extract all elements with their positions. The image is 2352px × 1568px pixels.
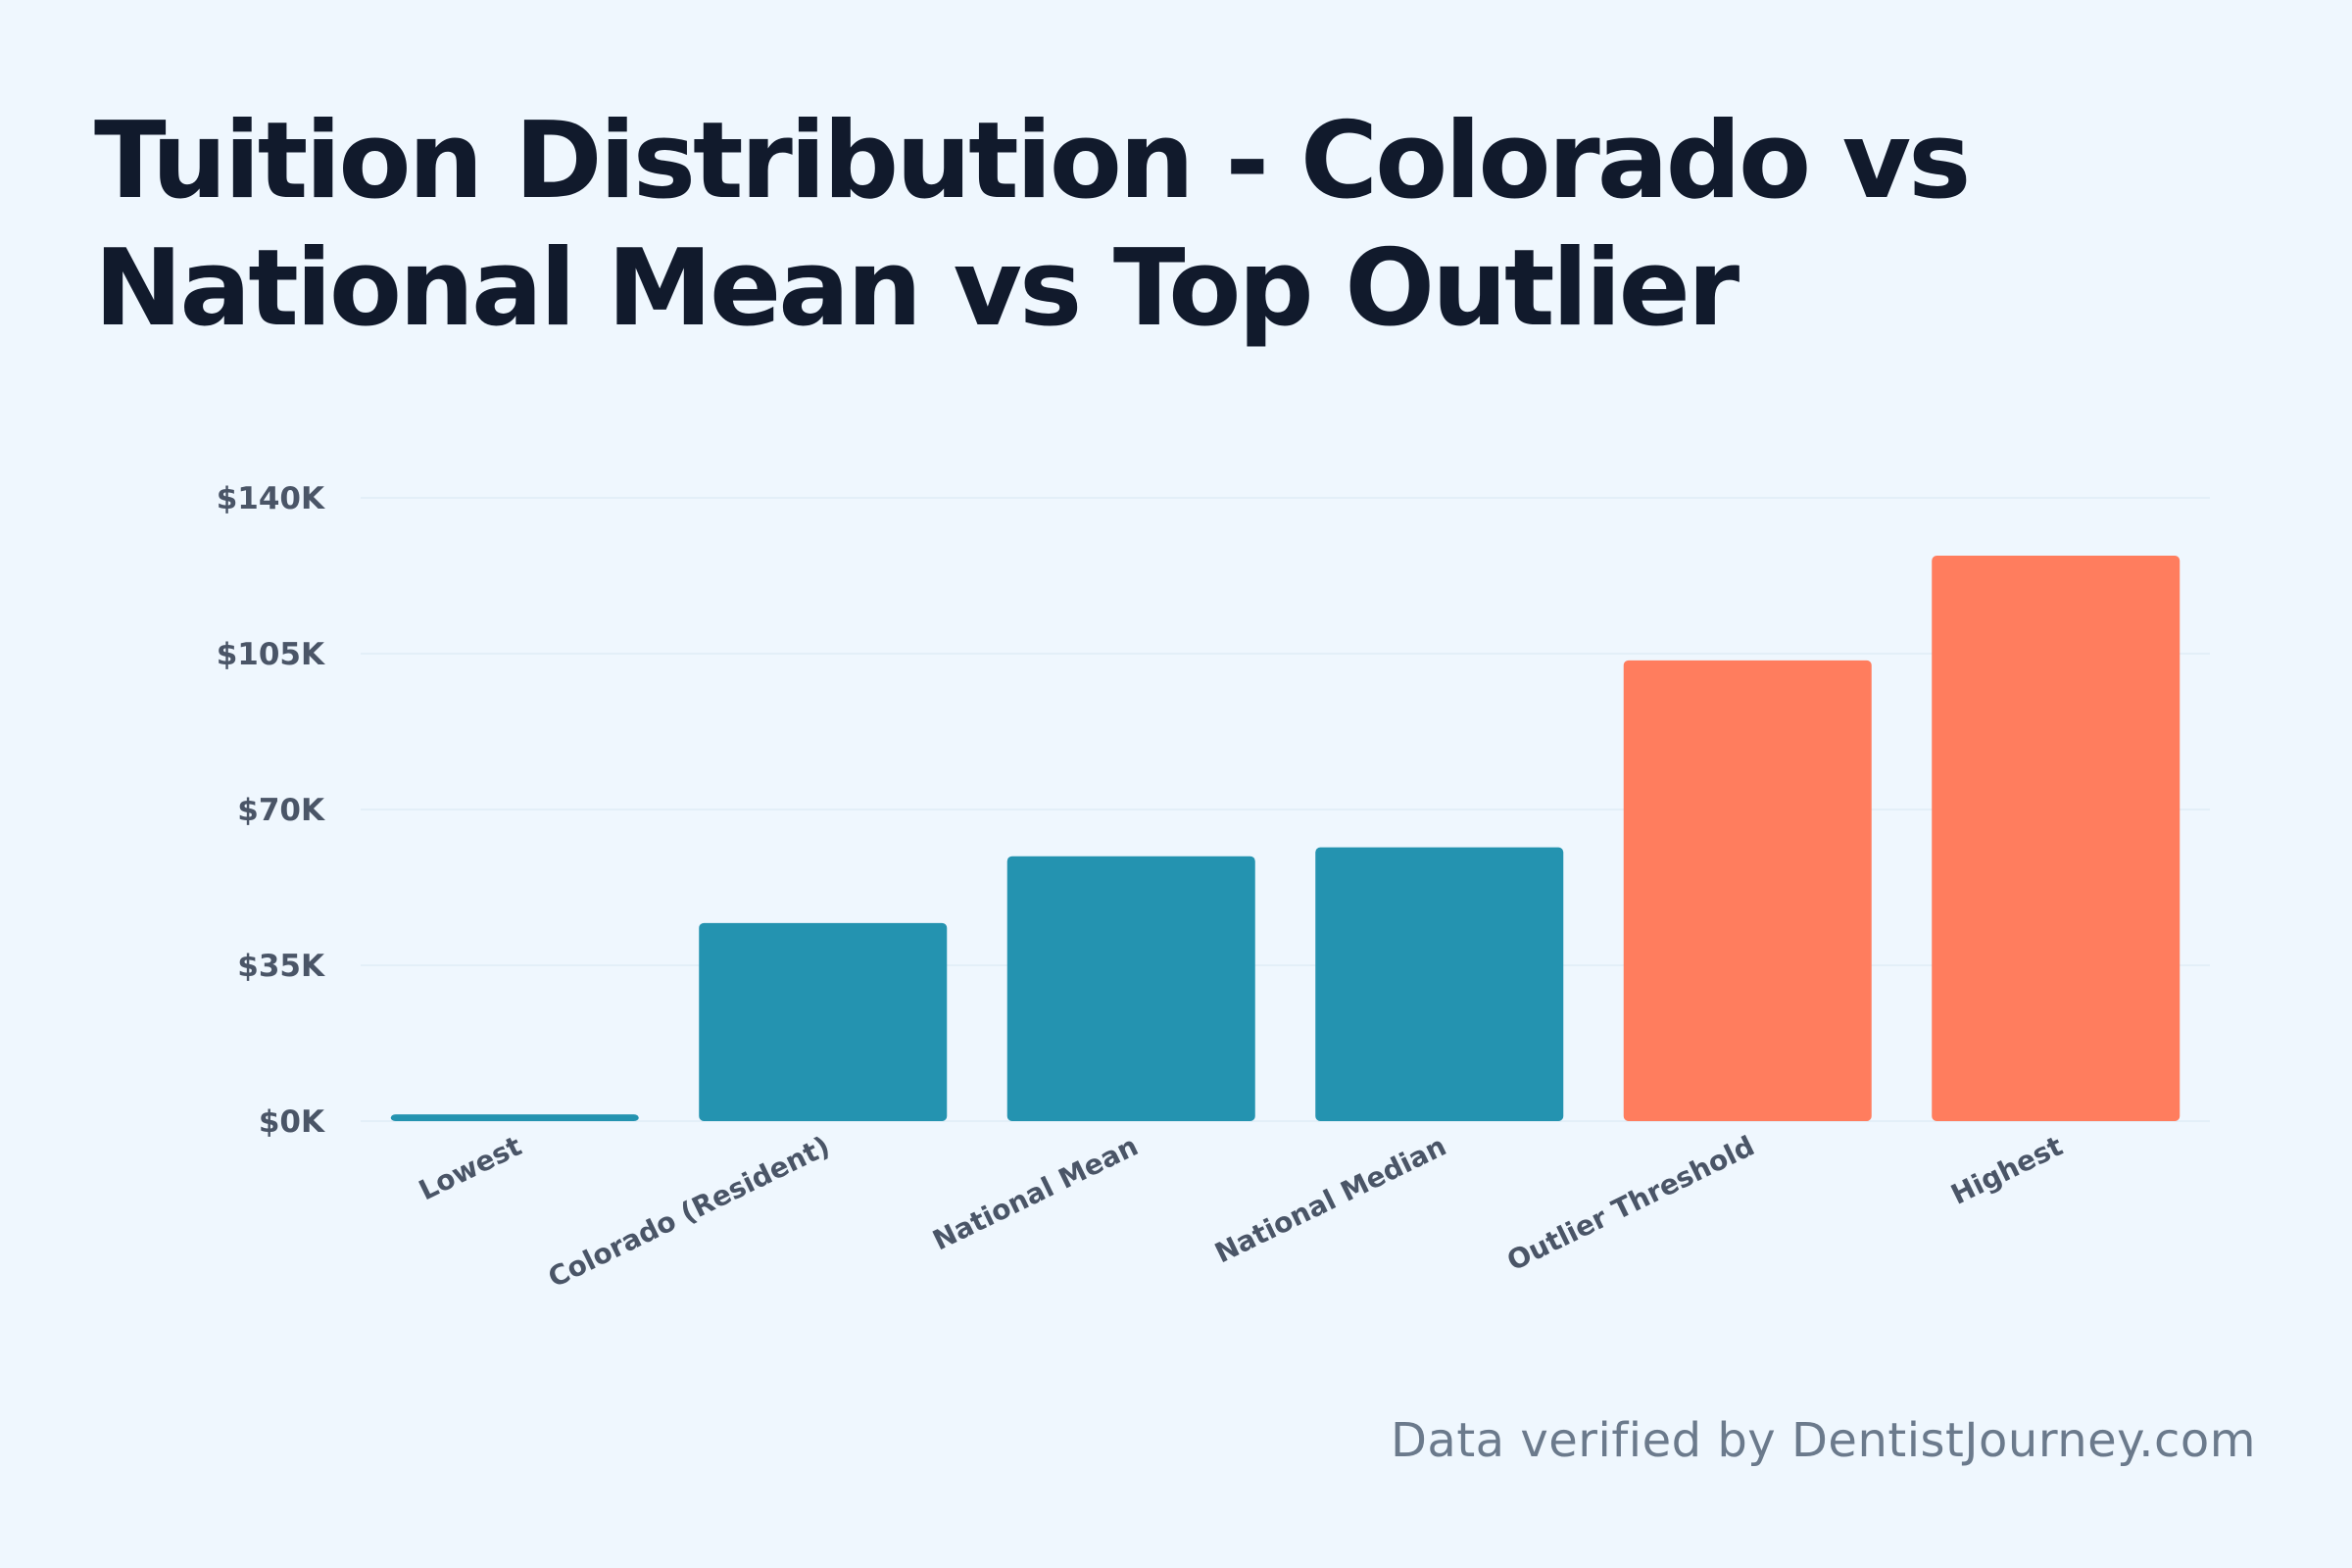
chart-title: Tuition Distribution - Colorado vs Natio… xyxy=(94,100,1971,350)
bar xyxy=(390,1114,639,1121)
bar xyxy=(1315,847,1564,1121)
x-tick-label: National Mean xyxy=(928,1130,1144,1257)
bar xyxy=(1623,660,1872,1121)
y-tick-label: $105K xyxy=(217,637,325,672)
y-axis-tick-labels: $0K $35K $70K $105K $140K xyxy=(217,481,325,1140)
y-tick-label: $70K xyxy=(237,793,325,828)
x-tick-label: Highest xyxy=(1946,1130,2068,1211)
x-tick-label: Outlier Threshold xyxy=(1502,1130,1760,1278)
x-tick-label: Colorado (Resident) xyxy=(543,1130,835,1295)
y-tick-label: $35K xyxy=(237,949,325,984)
bar xyxy=(1932,556,2180,1121)
x-tick-label: National Median xyxy=(1209,1130,1450,1270)
gridlines xyxy=(361,497,2210,1122)
y-tick-label: $0K xyxy=(259,1104,325,1140)
bars xyxy=(390,556,2180,1121)
x-tick-label: Lowest xyxy=(414,1130,526,1207)
source-note: Data verified by DentistJourney.com xyxy=(1390,1413,2256,1468)
x-axis-tick-labels: Lowest Colorado (Resident) National Mean Na… xyxy=(414,1130,2068,1295)
bar xyxy=(1006,856,1255,1121)
bar xyxy=(699,922,948,1121)
y-tick-label: $140K xyxy=(217,481,325,516)
